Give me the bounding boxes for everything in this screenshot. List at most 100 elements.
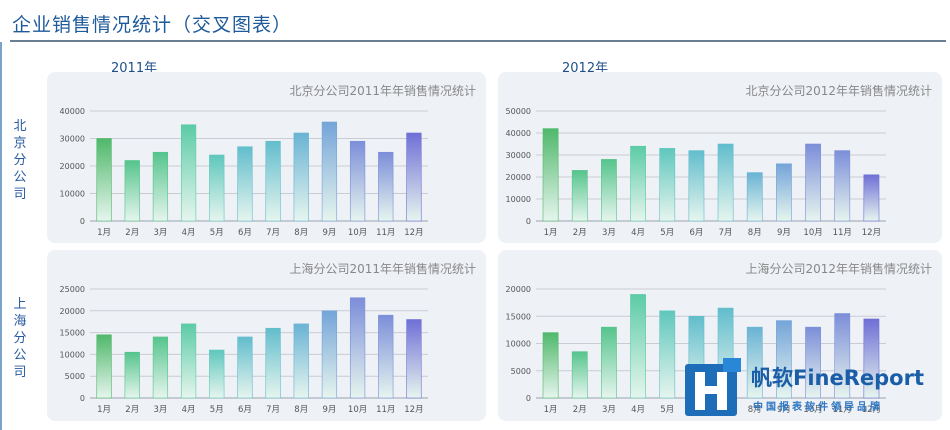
x-tick-label: 12月 xyxy=(862,405,881,415)
bar xyxy=(776,320,792,399)
title-divider xyxy=(10,40,946,42)
x-tick-label: 9月 xyxy=(322,405,336,415)
y-tick-label: 30000 xyxy=(60,135,85,144)
y-tick-label: 20000 xyxy=(506,173,531,182)
y-tick-label: 40000 xyxy=(60,107,85,116)
x-tick-label: 1月 xyxy=(544,405,558,415)
y-tick-label: 40000 xyxy=(506,129,531,138)
bar xyxy=(293,132,309,222)
watermark-tagline: 中国报表软件领导品牌 xyxy=(753,402,883,413)
bar-chart: 0 5000 10000 15000 20000 25000 1月 2月 3月 4月 5月 6月 7月 8… xyxy=(60,285,428,415)
y-tick-label: 10000 xyxy=(60,190,85,199)
chart-panel-beijing-2012: 北京分公司2012年年销售情况统计 0 10000 20000 30000 40000 5… xyxy=(498,72,942,243)
x-tick-label: 12月 xyxy=(404,405,423,415)
y-tick-label: 10000 xyxy=(506,340,531,349)
bar xyxy=(717,143,734,222)
bar xyxy=(746,326,763,399)
x-tick-label: 11月 xyxy=(833,405,852,415)
x-tick-label: 1月 xyxy=(544,228,558,238)
x-tick-label: 5月 xyxy=(210,228,224,238)
y-tick-label: 10000 xyxy=(60,350,85,359)
x-tick-label: 2月 xyxy=(125,228,139,238)
x-tick-label: 3月 xyxy=(153,405,167,415)
bar xyxy=(265,140,281,222)
x-tick-label: 5月 xyxy=(210,405,224,415)
x-tick-label: 9月 xyxy=(777,228,791,238)
y-tick-label: 50000 xyxy=(506,107,531,116)
chart-title: 上海分公司2012年年销售情况统计 xyxy=(745,262,932,276)
bar xyxy=(630,294,646,399)
bar xyxy=(630,145,646,222)
y-tick-label: 10000 xyxy=(506,195,531,204)
bar-chart: 0 10000 20000 30000 40000 50000 1月 2月 3月 4月 5月 6月 7月… xyxy=(506,107,886,238)
y-tick-label: 15000 xyxy=(506,312,531,321)
chart-title: 上海分公司2011年年销售情况统计 xyxy=(289,262,476,276)
x-tick-label: 10月 xyxy=(803,405,822,415)
x-tick-label: 7月 xyxy=(266,405,280,415)
row-header-shanghai: 上海分公司 xyxy=(13,297,27,380)
chart-title: 北京分公司2011年年销售情况统计 xyxy=(289,84,476,98)
x-tick-label: 4月 xyxy=(182,405,196,415)
bar xyxy=(321,121,338,222)
bar xyxy=(152,151,169,222)
bar-chart: 0 10000 20000 30000 40000 1月 2月 3月 4月 5月 6月 7月 8月 9月 1… xyxy=(60,107,428,238)
y-tick-label: 5000 xyxy=(511,367,531,376)
bar xyxy=(571,351,588,399)
x-tick-label: 2月 xyxy=(125,405,139,415)
x-tick-label: 6月 xyxy=(689,228,703,238)
bar xyxy=(688,150,705,222)
bar xyxy=(406,319,422,399)
bar xyxy=(209,154,225,222)
bar xyxy=(406,132,422,222)
bar xyxy=(96,334,112,399)
x-tick-label: 8月 xyxy=(748,228,762,238)
x-tick-label: 5月 xyxy=(660,228,674,238)
x-tick-label: 3月 xyxy=(602,405,616,415)
y-tick-label: 15000 xyxy=(60,329,85,338)
x-tick-label: 1月 xyxy=(97,228,111,238)
y-tick-label: 20000 xyxy=(60,162,85,171)
bar xyxy=(746,172,763,222)
chart-panel-beijing-2011: 北京分公司2011年年销售情况统计 0 10000 20000 30000 40000 1… xyxy=(47,72,486,243)
bar xyxy=(293,323,309,399)
finereport-logo-icon xyxy=(685,358,741,416)
bar xyxy=(321,310,338,399)
bar xyxy=(152,336,169,399)
bar xyxy=(863,318,880,399)
bar xyxy=(571,170,588,222)
bar xyxy=(349,140,366,222)
x-tick-label: 11月 xyxy=(376,405,395,415)
bar xyxy=(659,148,676,222)
bar xyxy=(542,332,559,399)
y-tick-label: 30000 xyxy=(506,151,531,160)
x-tick-label: 2月 xyxy=(573,228,587,238)
bar xyxy=(659,310,676,399)
bar xyxy=(542,128,559,222)
left-edge-line xyxy=(0,42,2,430)
bar xyxy=(124,160,140,222)
bar-chart: 050001000015000200001月2月3月4月5月6月7月8月9月10… xyxy=(506,285,886,415)
x-tick-label: 5月 xyxy=(660,405,674,415)
x-tick-label: 10月 xyxy=(348,228,367,238)
x-tick-label: 12月 xyxy=(862,228,881,238)
row-header-beijing: 北京分公司 xyxy=(13,119,27,202)
x-tick-label: 1月 xyxy=(97,405,111,415)
bar xyxy=(378,314,394,399)
bar xyxy=(805,143,821,222)
y-tick-label: 0 xyxy=(526,217,531,226)
x-tick-label: 10月 xyxy=(803,228,822,238)
bar xyxy=(776,163,792,222)
x-tick-label: 10月 xyxy=(348,405,367,415)
x-tick-label: 7月 xyxy=(719,228,733,238)
bar xyxy=(124,351,140,399)
x-tick-label: 9月 xyxy=(777,405,791,415)
finereport-watermark: 帆软FineReport 中国报表软件领导品牌 xyxy=(683,354,924,420)
bar xyxy=(180,323,197,399)
x-tick-label: 12月 xyxy=(404,228,423,238)
bar xyxy=(863,174,880,222)
bar xyxy=(349,297,366,399)
x-tick-label: 3月 xyxy=(153,228,167,238)
y-tick-label: 20000 xyxy=(60,307,85,316)
y-tick-label: 0 xyxy=(80,217,85,226)
chart-title: 北京分公司2012年年销售情况统计 xyxy=(745,84,932,98)
